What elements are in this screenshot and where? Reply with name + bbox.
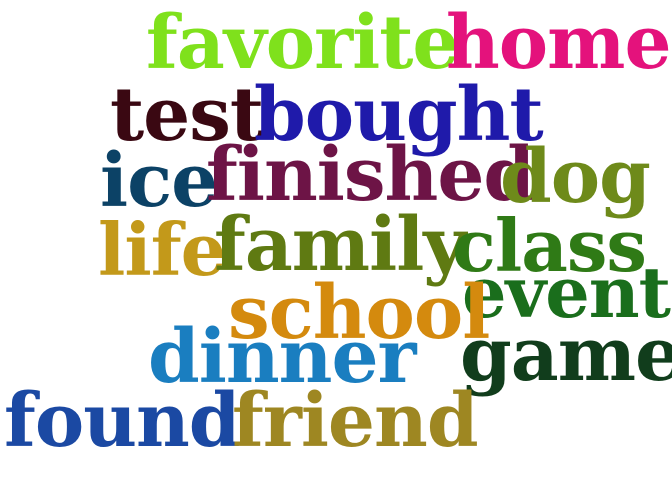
word-favorite: favorite bbox=[146, 0, 459, 86]
word-ice: ice bbox=[100, 138, 218, 224]
word-finished: finished bbox=[206, 132, 535, 218]
word-dog: dog bbox=[500, 134, 651, 220]
word-friend: friend bbox=[232, 378, 479, 464]
word-found: found bbox=[4, 378, 241, 464]
word-life: life bbox=[98, 207, 226, 292]
word-event: event bbox=[462, 251, 671, 334]
word-bought: bought bbox=[254, 72, 544, 158]
word-test: test bbox=[110, 72, 264, 158]
word-dinner: dinner bbox=[148, 314, 417, 400]
word-class: class bbox=[452, 203, 647, 288]
word-school: school bbox=[228, 270, 490, 356]
word-home: home bbox=[446, 0, 672, 86]
word-family: family bbox=[214, 202, 466, 288]
word-game: game bbox=[460, 312, 672, 398]
